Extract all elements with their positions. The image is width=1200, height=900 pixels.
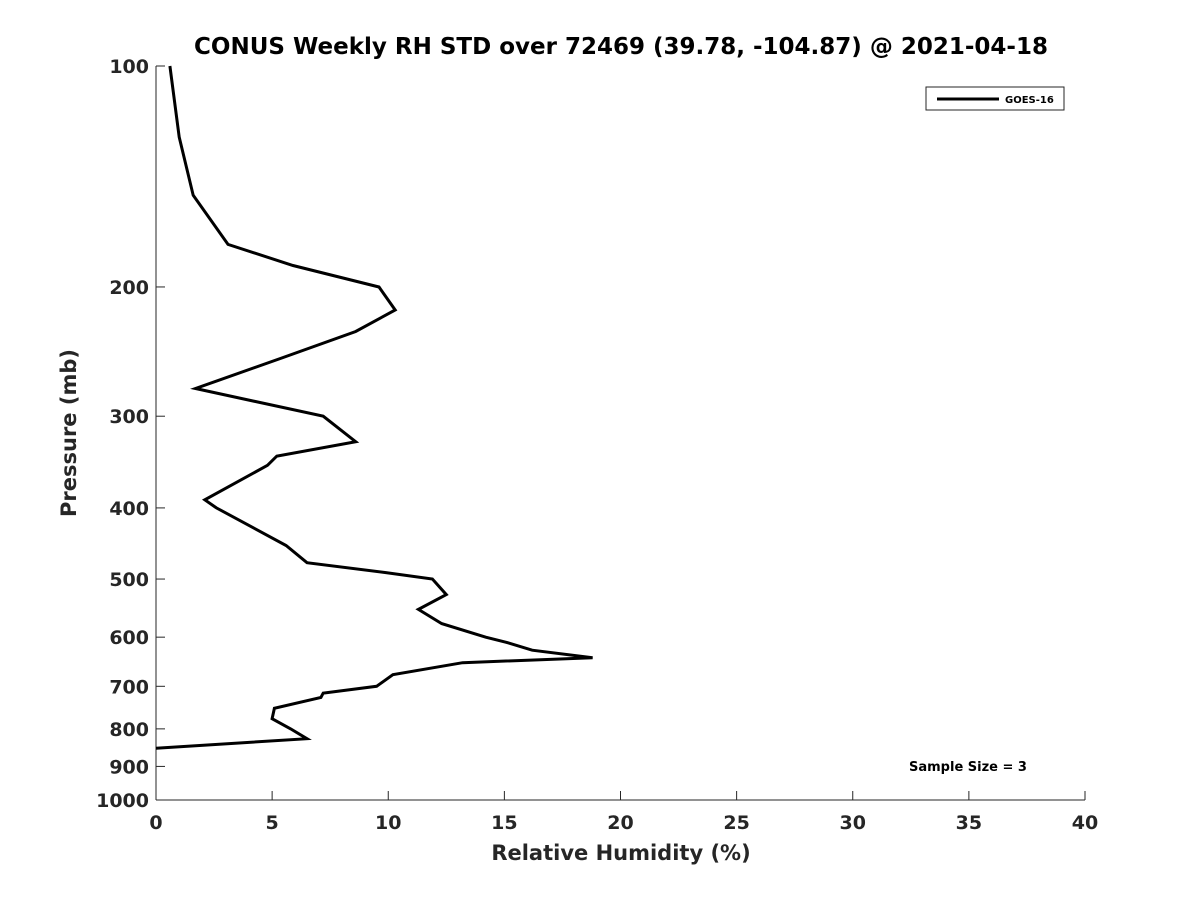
- series-layer: [155, 65, 593, 750]
- x-tick-label: 25: [723, 812, 749, 834]
- series-line-goes-16: [155, 65, 593, 750]
- y-tick-label: 900: [109, 756, 149, 778]
- x-tick-label: 30: [840, 812, 866, 834]
- y-tick-label: 1000: [96, 790, 149, 812]
- x-axis-label: Relative Humidity (%): [491, 841, 750, 865]
- x-axis-ticks: 0 5 10 15 20 25 30 35 40: [149, 791, 1098, 834]
- y-tick-label: 500: [109, 569, 149, 591]
- x-tick-label: 40: [1072, 812, 1098, 834]
- y-tick-label: 400: [109, 498, 149, 520]
- x-tick-label: 20: [607, 812, 633, 834]
- x-tick-label: 5: [266, 812, 279, 834]
- x-tick-label: 35: [956, 812, 982, 834]
- y-tick-label: 800: [109, 719, 149, 741]
- x-tick-label: 10: [375, 812, 401, 834]
- y-tick-label: 100: [109, 56, 149, 78]
- x-tick-label: 15: [491, 812, 517, 834]
- y-tick-label: 700: [109, 676, 149, 698]
- y-tick-label: 200: [109, 277, 149, 299]
- legend-label-goes-16: GOES-16: [1005, 95, 1054, 106]
- x-tick-label: 0: [149, 812, 162, 834]
- y-axis-ticks: 100 200 300 400 500 600 700 800 900 1000: [96, 56, 165, 812]
- chart-title: CONUS Weekly RH STD over 72469 (39.78, -…: [194, 34, 1048, 60]
- legend: GOES-16: [925, 86, 1065, 111]
- y-tick-label: 300: [109, 406, 149, 428]
- y-tick-label: 600: [109, 627, 149, 649]
- sample-size-annotation: Sample Size = 3: [909, 760, 1027, 775]
- y-axis-label: Pressure (mb): [57, 349, 81, 517]
